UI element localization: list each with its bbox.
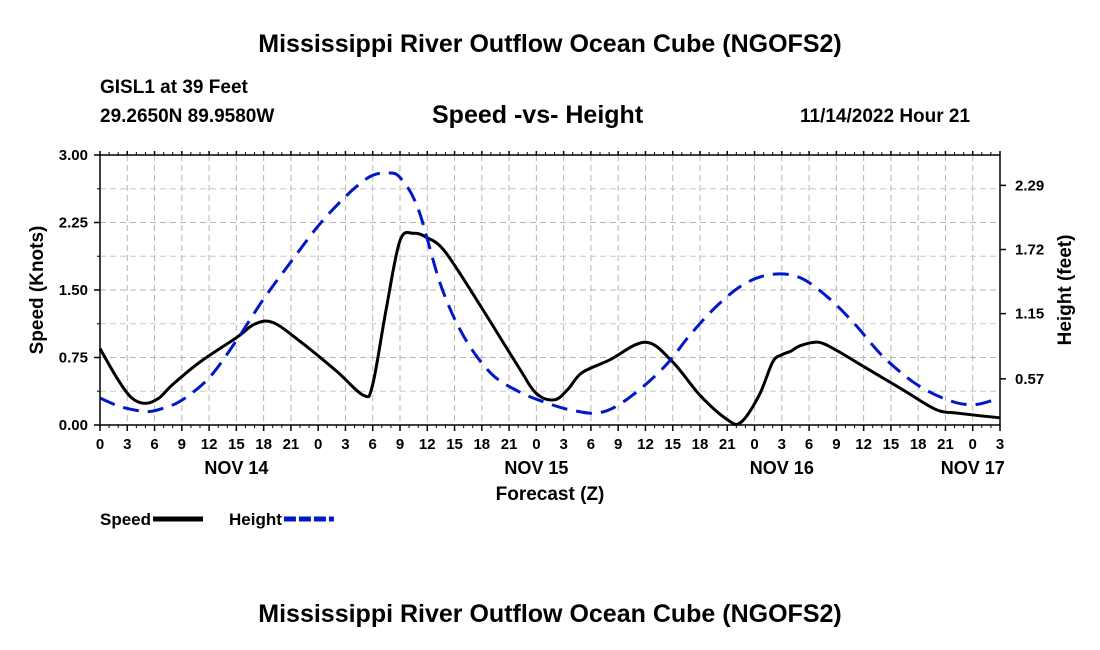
y-tick-label: 3.00 (59, 147, 88, 164)
x-tick-label: 0 (969, 436, 977, 453)
x-tick-label: 15 (228, 436, 245, 453)
x-tick-label: 21 (937, 436, 954, 453)
x-tick-label: 3 (341, 436, 349, 453)
x-tick-label: 21 (719, 436, 736, 453)
x-day-label: NOV 16 (750, 458, 814, 478)
x-tick-label: 18 (255, 436, 272, 453)
x-tick-label: 3 (996, 436, 1004, 453)
x-tick-label: 3 (778, 436, 786, 453)
x-tick-label: 9 (614, 436, 622, 453)
legend: Speed Height (100, 510, 334, 529)
y-tick-label: 0.75 (59, 350, 88, 367)
x-tick-label: 15 (446, 436, 463, 453)
axis-ticks: 0 3 6 9 12 15 18 21 0 3 6 9 12 15 18 21 0 3 6 9 12 15 18 21 0 3 6 9… (59, 147, 1044, 478)
x-tick-label: 9 (832, 436, 840, 453)
y-tick-label: 1.50 (59, 282, 88, 299)
x-tick-label: 0 (532, 436, 540, 453)
x-tick-label: 21 (501, 436, 518, 453)
y-tick-label: 0.00 (59, 417, 88, 434)
height-series-line (99, 171, 1001, 415)
x-axis-title: Forecast (Z) (496, 484, 605, 505)
x-tick-label: 15 (664, 436, 681, 453)
x-tick-label: 6 (150, 436, 158, 453)
x-tick-label: 0 (96, 436, 104, 453)
station-label: GISL1 at 39 Feet (100, 77, 248, 98)
y2-axis-title: Height (feet) (1055, 235, 1076, 346)
x-tick-label: 6 (587, 436, 595, 453)
x-tick-label: 12 (855, 436, 872, 453)
forecast-datetime: 11/14/2022 Hour 21 (800, 106, 971, 127)
x-tick-label: 18 (692, 436, 709, 453)
x-tick-label: 12 (637, 436, 654, 453)
x-tick-label: 3 (559, 436, 567, 453)
x-tick-label: 9 (396, 436, 404, 453)
y-axis-title: Speed (Knots) (27, 226, 48, 355)
legend-label-speed: Speed (100, 510, 151, 529)
bottom-title: Mississippi River Outflow Ocean Cube (NG… (258, 600, 842, 628)
x-tick-label: 12 (419, 436, 436, 453)
x-tick-label: 15 (883, 436, 900, 453)
x-tick-label: 0 (314, 436, 322, 453)
y2-tick-label: 2.29 (1015, 177, 1044, 194)
x-tick-label: 0 (750, 436, 758, 453)
x-tick-label: 9 (178, 436, 186, 453)
main-title: Mississippi River Outflow Ocean Cube (NG… (258, 30, 842, 58)
y2-tick-label: 1.15 (1015, 306, 1044, 323)
speed-series-line (98, 230, 1001, 426)
x-tick-label: 6 (805, 436, 813, 453)
x-tick-label: 6 (369, 436, 377, 453)
x-tick-label: 3 (123, 436, 131, 453)
x-tick-label: 18 (473, 436, 490, 453)
x-tick-label: 12 (201, 436, 218, 453)
x-day-label: NOV 17 (941, 458, 1005, 478)
x-day-label: NOV 14 (204, 458, 268, 478)
y2-tick-label: 1.72 (1015, 242, 1044, 259)
chart-subtitle: Speed -vs- Height (432, 101, 644, 129)
y-tick-label: 2.25 (59, 215, 88, 232)
x-tick-label: 21 (283, 436, 300, 453)
station-coordinates: 29.2650N 89.9580W (100, 106, 275, 127)
y2-tick-label: 0.57 (1015, 371, 1044, 388)
series-lines (98, 171, 1001, 426)
x-day-label: NOV 15 (504, 458, 568, 478)
grid-lines (100, 155, 1000, 425)
x-tick-label: 18 (910, 436, 927, 453)
legend-label-height: Height (229, 510, 282, 529)
